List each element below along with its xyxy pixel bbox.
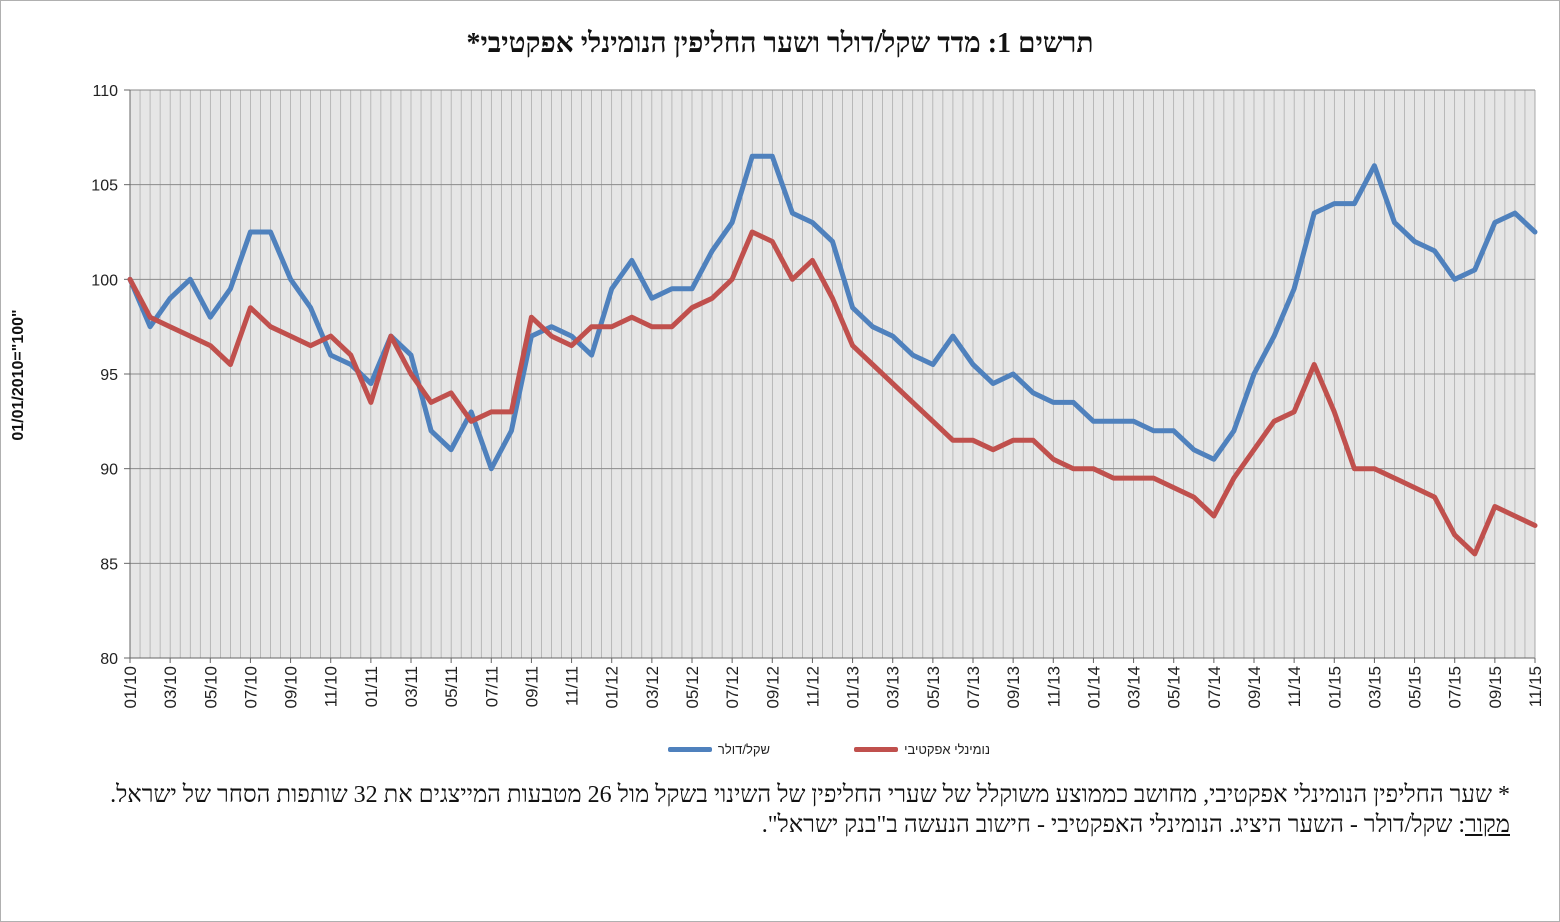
- x-tick-label: 07/12: [723, 666, 742, 709]
- y-tick-label: 80: [100, 651, 118, 668]
- x-tick-label: 09/10: [282, 666, 301, 709]
- x-tick-label: 11/13: [1044, 666, 1063, 707]
- y-tick-label: 85: [100, 556, 118, 573]
- legend: שקל/דולר נומינלי אפקטיבי: [560, 742, 990, 762]
- chart-title: תרשים 1: מדד שקל/דולר ושער החליפין הנומי…: [466, 28, 1094, 59]
- footnote: * שער החליפין הנומינלי אפקטיבי, מחושב כמ…: [110, 782, 1510, 808]
- legend-swatch-usd: [667, 747, 712, 752]
- x-tick-label: 07/15: [1446, 666, 1465, 709]
- x-tick-label: 05/14: [1165, 666, 1184, 709]
- legend-item-usd: שקל/דולר: [667, 742, 770, 757]
- y-tick-label: 110: [92, 83, 118, 100]
- x-tick-label: 05/13: [924, 666, 943, 709]
- x-tick-label: 03/10: [161, 666, 180, 709]
- x-tick-label: 05/15: [1406, 666, 1425, 709]
- legend-swatch-effective: [854, 747, 899, 752]
- legend-label-effective: נומינלי אפקטיבי: [904, 742, 990, 757]
- x-tick-label: 11/10: [322, 666, 341, 707]
- x-tick-label: 11/14: [1285, 666, 1304, 707]
- x-tick-label: 07/14: [1205, 666, 1224, 709]
- x-tick-label: 01/11: [362, 666, 381, 707]
- y-tick-label: 90: [100, 462, 118, 479]
- source-label: מקור: [1465, 812, 1510, 838]
- x-tick-label: 03/12: [643, 666, 662, 709]
- x-tick-label: 09/14: [1245, 666, 1264, 709]
- legend-label-usd: שקל/דולר: [717, 742, 770, 757]
- series-line-usd: [127, 153, 1538, 472]
- x-tick-label: 01/12: [603, 666, 622, 709]
- y-tick-label: 95: [100, 367, 118, 384]
- x-tick-label: 11/15: [1526, 666, 1545, 707]
- x-tick-label: 03/15: [1365, 666, 1384, 709]
- chart-notes: * שער החליפין הנומינלי אפקטיבי, מחושב כמ…: [60, 780, 1510, 840]
- y-tick-label: 100: [91, 272, 118, 289]
- x-tick-label: 09/12: [763, 666, 782, 709]
- legend-item-effective: נומינלי אפקטיבי: [854, 742, 990, 757]
- x-tick-label: 09/11: [522, 666, 541, 707]
- y-tick-label: 105: [91, 178, 118, 195]
- x-tick-label: 03/13: [884, 666, 903, 709]
- source-line: מקור: שקל/דולר - השער היציג. הנומינלי הא…: [60, 810, 1510, 840]
- x-tick-label: 05/10: [201, 666, 220, 709]
- source-text: : שקל/דולר - השער היציג. הנומינלי האפקטי…: [761, 812, 1465, 838]
- x-tick-label: 07/13: [964, 666, 983, 709]
- x-tick-label: 01/14: [1084, 666, 1103, 709]
- x-tick-label: 09/13: [1004, 666, 1023, 709]
- x-tick-label: 05/11: [442, 666, 461, 707]
- x-tick-label: 03/11: [402, 666, 421, 707]
- x-tick-label: 11/11: [563, 666, 582, 706]
- x-tick-label: 01/15: [1325, 666, 1344, 709]
- x-tick-label: 07/10: [241, 666, 260, 709]
- x-tick-label: 07/11: [482, 666, 501, 707]
- x-tick-label: 01/10: [121, 666, 140, 709]
- x-tick-label: 03/14: [1125, 666, 1144, 709]
- x-tick-label: 09/15: [1486, 666, 1505, 709]
- series-line-effective: [127, 229, 1538, 557]
- x-tick-label: 11/12: [803, 666, 822, 707]
- x-tick-label: 01/13: [844, 666, 863, 709]
- x-tick-label: 05/12: [683, 666, 702, 709]
